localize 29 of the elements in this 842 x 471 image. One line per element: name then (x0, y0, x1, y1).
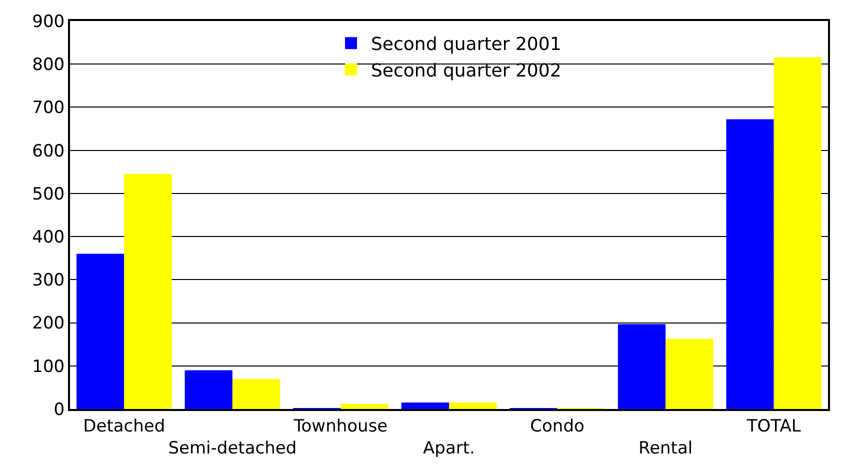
bar (449, 402, 497, 409)
bar (618, 324, 666, 409)
legend-label: Second quarter 2001 (371, 34, 562, 56)
y-tick-label: 900 (32, 12, 65, 32)
y-tick-label: 400 (32, 228, 65, 248)
y-tick-label: 100 (32, 356, 65, 377)
bar (774, 57, 822, 409)
y-tick-label: 200 (32, 314, 65, 334)
x-tick-label: Rental (638, 438, 693, 458)
x-tick-label: Condo (530, 416, 584, 436)
y-tick-label: 600 (32, 141, 65, 162)
y-tick-label: 700 (32, 98, 65, 118)
bar (232, 378, 280, 409)
bar (184, 370, 232, 409)
bar (401, 402, 449, 409)
y-tick-label: 500 (32, 184, 65, 204)
bar (666, 338, 714, 409)
x-tick-label: Townhouse (292, 416, 388, 436)
bar (124, 174, 172, 409)
x-tick-label: Detached (83, 416, 166, 436)
x-tick-label: Semi-detached (168, 438, 297, 458)
bar (726, 119, 774, 409)
y-tick-label: 800 (32, 55, 65, 76)
bar (76, 254, 124, 409)
x-tick-label: Apart. (423, 438, 475, 458)
y-tick-label: 300 (32, 270, 65, 291)
y-tick-label: 0 (54, 400, 65, 420)
x-tick-label: TOTAL (746, 416, 802, 436)
bar (340, 404, 388, 409)
